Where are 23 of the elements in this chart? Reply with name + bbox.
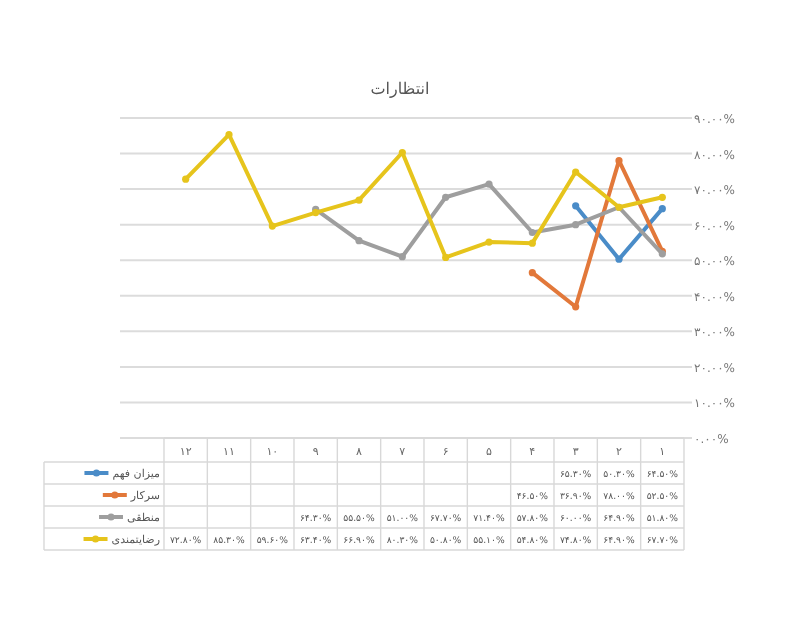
point xyxy=(355,196,363,204)
point xyxy=(658,193,666,201)
point xyxy=(572,303,580,311)
point xyxy=(615,157,623,165)
point xyxy=(442,253,450,261)
point xyxy=(572,221,580,229)
point xyxy=(485,180,493,188)
point xyxy=(528,239,536,247)
point xyxy=(528,228,536,237)
point xyxy=(225,131,233,139)
point xyxy=(355,237,363,245)
point xyxy=(572,168,580,176)
point xyxy=(442,193,450,201)
point xyxy=(268,222,276,230)
point xyxy=(398,253,406,261)
line-series xyxy=(528,157,666,311)
point xyxy=(572,202,580,210)
point xyxy=(485,238,493,246)
chart-title: انتظارات xyxy=(370,80,430,98)
point xyxy=(528,269,536,277)
point xyxy=(182,175,190,183)
point xyxy=(615,255,623,263)
point xyxy=(658,205,666,213)
